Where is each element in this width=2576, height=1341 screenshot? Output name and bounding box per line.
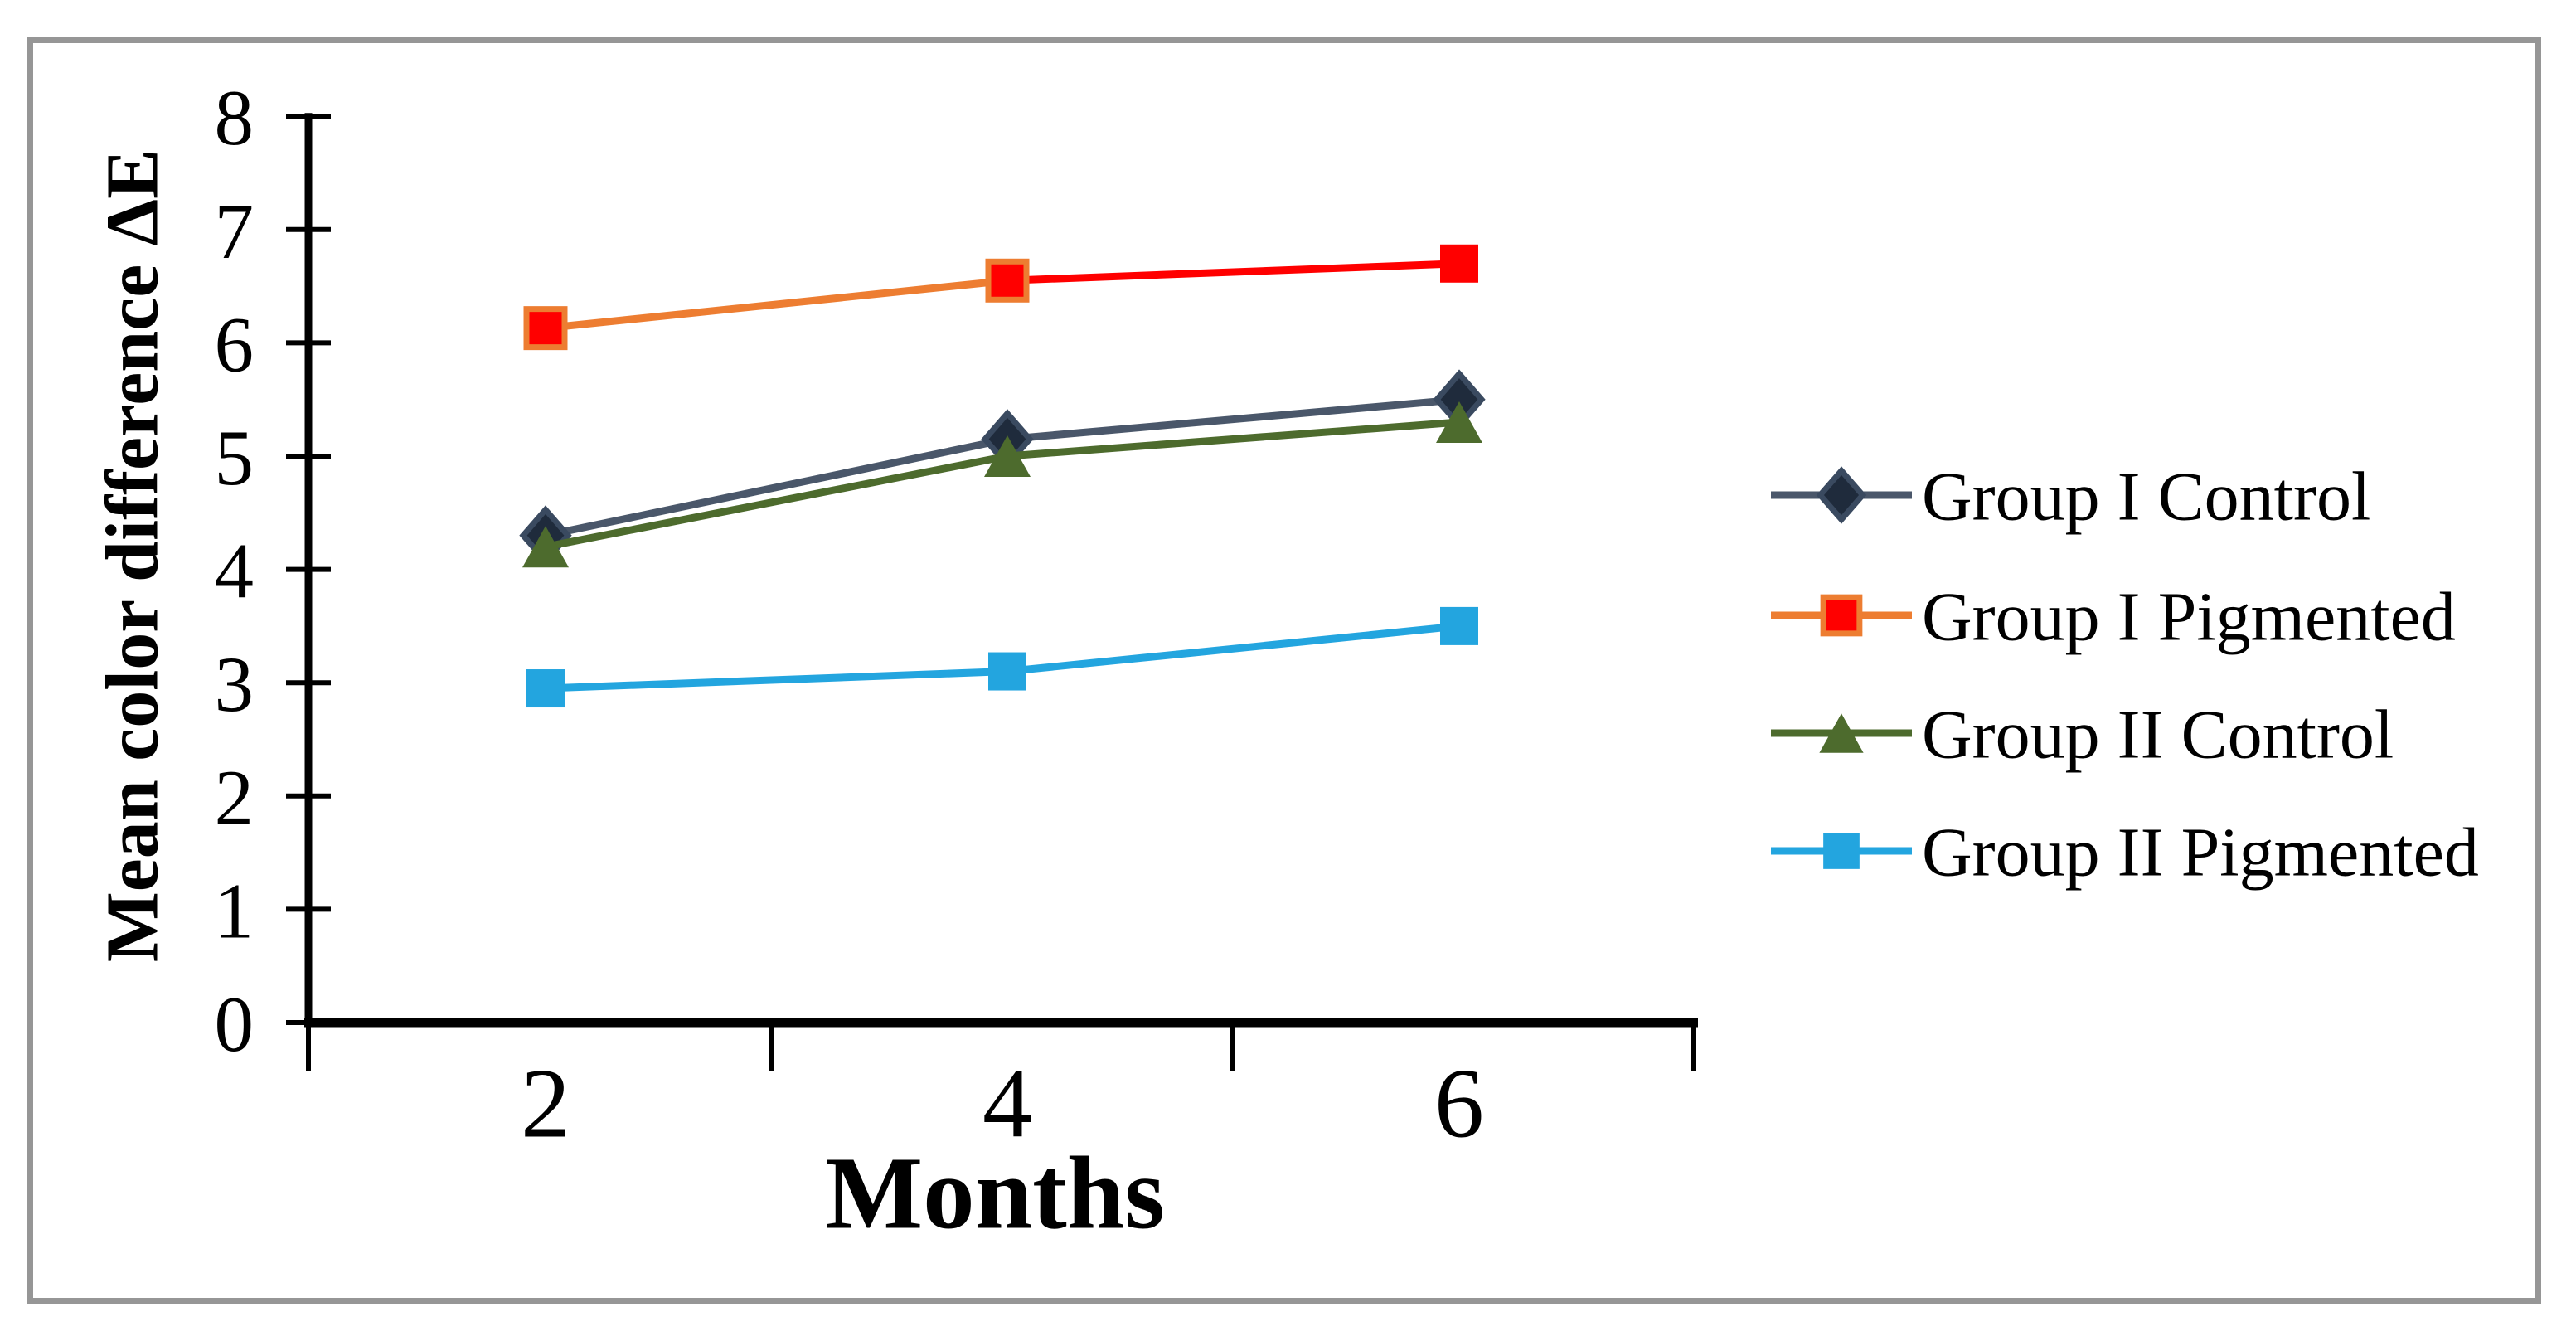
series-line-1: [1007, 396, 1460, 443]
y-axis-tick-label: 1: [215, 867, 255, 955]
legend-label: Group II Control: [1922, 697, 2394, 774]
legend-label: Group I Pigmented: [1922, 579, 2456, 656]
series-line-1: [545, 435, 1008, 540]
data-point-marker: [526, 669, 565, 708]
series-line-3: [1007, 418, 1460, 460]
series-line-4: [545, 668, 1008, 692]
x-axis-tick-label: 2: [521, 1048, 570, 1159]
y-axis-tick-label: 2: [215, 754, 255, 842]
data-point-marker: [1436, 401, 1482, 444]
data-point-marker: [985, 258, 1030, 303]
x-axis-tick-label: 4: [982, 1048, 1032, 1159]
y-axis-tick-label: 5: [215, 414, 255, 502]
y-axis-tick-label: 6: [215, 300, 255, 388]
data-point-marker: [1440, 606, 1478, 645]
legend-marker: [1819, 713, 1864, 753]
data-point-marker: [523, 306, 568, 351]
y-axis-tick-label: 0: [215, 980, 255, 1068]
y-axis-tick-label: 8: [215, 74, 255, 162]
data-point-marker: [984, 435, 1031, 477]
figure-border: [27, 37, 2541, 1304]
y-axis-tick-label: 4: [215, 527, 255, 615]
data-point-marker: [988, 652, 1026, 691]
series-line-2: [545, 276, 1008, 333]
series-line-3: [545, 452, 1008, 551]
series-line-4: [1007, 622, 1460, 676]
data-point-marker: [522, 526, 569, 568]
y-axis-tick-label: 3: [215, 640, 255, 728]
series-line-2: [1007, 260, 1460, 284]
y-axis-tick-label: 7: [215, 187, 255, 275]
y-axis-title: Mean color difference ΔE: [91, 148, 174, 963]
legend-marker: [1816, 466, 1867, 524]
legend-label: Group II Pigmented: [1922, 814, 2479, 892]
x-axis-title: Months: [825, 1136, 1165, 1251]
x-axis-tick-label: 6: [1434, 1048, 1484, 1159]
data-point-marker: [1440, 244, 1478, 283]
legend-marker: [1823, 833, 1860, 869]
legend-label: Group I Control: [1922, 459, 2370, 536]
legend-marker: [1820, 594, 1863, 637]
